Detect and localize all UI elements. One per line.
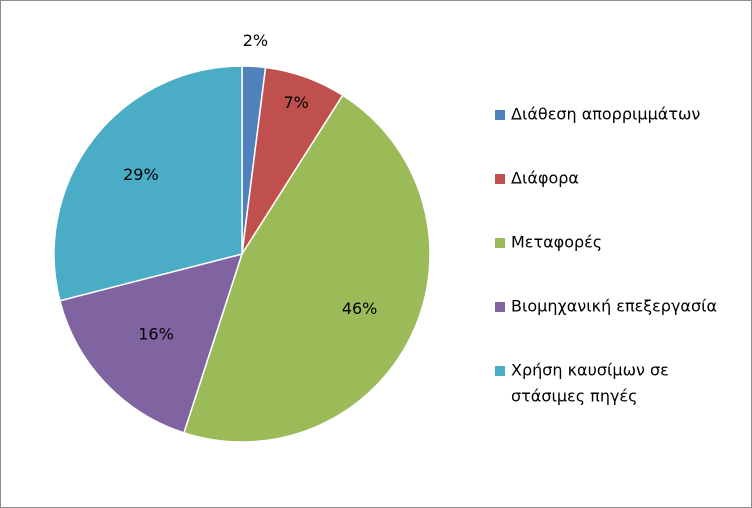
legend-item-5: Χρήση καυσίμων σε στάσιμες πηγές [495, 361, 669, 406]
legend-label: Διάθεση απορριμμάτων [511, 105, 700, 124]
legend-item-4: Βιομηχανική επεξεργασία [495, 297, 717, 316]
legend-marker [495, 302, 505, 312]
pie-data-labels: 2% 7% 46% 16% 29% [123, 31, 377, 343]
pie-slice-5 [53, 65, 243, 302]
data-label-2: 7% [284, 93, 309, 112]
legend-label: Διάφορα [511, 169, 579, 188]
legend-label: στάσιμες πηγές [511, 387, 637, 406]
data-label-1: 2% [243, 31, 268, 50]
data-label-3: 46% [342, 299, 378, 318]
legend-item-2: Διάφορα [495, 169, 579, 188]
data-label-4: 16% [138, 324, 174, 343]
legend-label: Μεταφορές [511, 233, 602, 252]
legend-marker [495, 366, 505, 376]
legend: Διάθεση απορριμμάτων Διάφορα Μεταφορές Βιομ… [495, 105, 717, 406]
legend-item-3: Μεταφορές [495, 233, 602, 252]
pie-slices [53, 65, 431, 443]
legend-marker [495, 110, 505, 120]
legend-marker [495, 174, 505, 184]
pie-slice-3 [182, 94, 431, 443]
pie-slice-4 [58, 252, 244, 434]
legend-label: Χρήση καυσίμων σε [511, 361, 669, 380]
legend-label: Βιομηχανική επεξεργασία [511, 297, 717, 316]
legend-marker [495, 238, 505, 248]
legend-item-1: Διάθεση απορριμμάτων [495, 105, 700, 124]
data-label-5: 29% [123, 165, 159, 184]
